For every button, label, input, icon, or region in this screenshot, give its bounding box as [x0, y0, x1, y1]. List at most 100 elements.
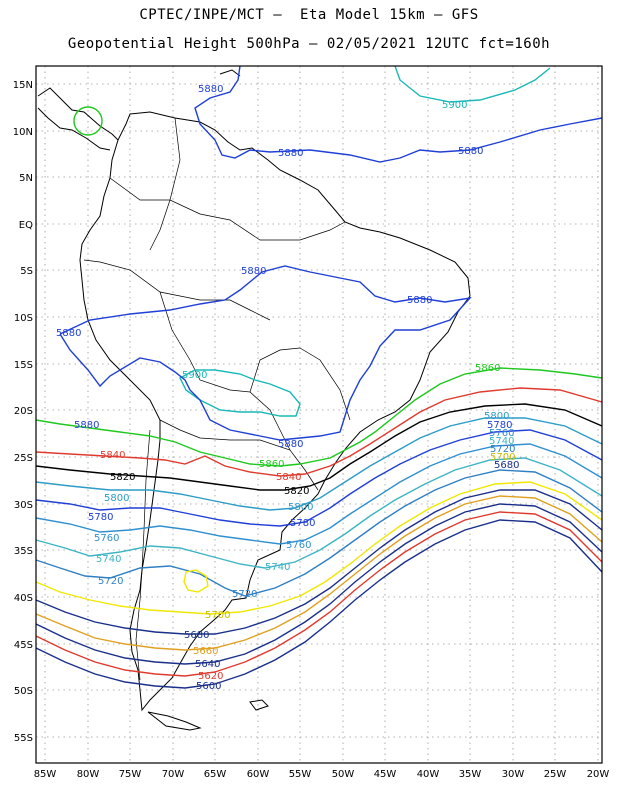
- label-5740: 5740: [96, 554, 121, 565]
- label-5700: 5700: [490, 452, 515, 463]
- lon-label: 25W: [544, 769, 567, 780]
- lon-label: 45W: [374, 769, 397, 780]
- lat-label: 25S: [14, 453, 33, 464]
- lon-label: 50W: [332, 769, 355, 780]
- label-5860: 5860: [259, 459, 284, 470]
- contour-5640: [35, 503, 603, 665]
- contour-5900-north: [394, 65, 551, 103]
- contour-5780: [35, 429, 603, 527]
- lon-label: 65W: [204, 769, 227, 780]
- lat-label: 45S: [14, 640, 33, 651]
- label-5600: 5600: [196, 681, 221, 692]
- lat-label: 15S: [14, 360, 33, 371]
- label-5880: 5880: [458, 146, 483, 157]
- label-5880: 5880: [198, 84, 223, 95]
- contour-5740: [35, 457, 603, 569]
- lon-label: 60W: [247, 769, 270, 780]
- longitude-axis: 85W 80W 75W 70W 65W 60W 55W 50W 45W 40W …: [34, 769, 610, 780]
- label-5880: 5880: [74, 420, 99, 431]
- contour-5860-caribbean: [73, 106, 103, 136]
- central-america-coastline: [37, 87, 119, 141]
- lat-label: 50S: [14, 686, 33, 697]
- label-5840: 5840: [100, 450, 125, 461]
- contour-5880-north: [194, 65, 603, 163]
- label-5680: 5680: [494, 460, 519, 471]
- lon-label: 55W: [289, 769, 312, 780]
- map-title-line-1: CPTEC/INPE/MCT – Eta Model 15km – GFS: [139, 7, 479, 23]
- contour-5600: [35, 519, 603, 689]
- caribbean-island: [219, 69, 241, 77]
- label-5720: 5720: [490, 444, 515, 455]
- contour-5880-central: [59, 265, 472, 441]
- lon-label: 40W: [417, 769, 440, 780]
- contour-5720: [35, 469, 603, 597]
- label-5820: 5820: [110, 472, 135, 483]
- label-5800: 5800: [288, 502, 313, 513]
- lon-label: 70W: [162, 769, 185, 780]
- lat-label: 30S: [14, 500, 33, 511]
- grid-lines: [36, 66, 602, 763]
- lon-label: 80W: [77, 769, 100, 780]
- contour-5660: [35, 495, 603, 651]
- label-5620: 5620: [198, 671, 223, 682]
- contour-5860: [35, 367, 603, 467]
- contour-5620: [35, 511, 603, 677]
- lat-label: 55S: [14, 733, 33, 744]
- contour-5700: [35, 481, 603, 615]
- contour-5760: [35, 443, 603, 545]
- label-5720: 5720: [98, 576, 123, 587]
- label-5700: 5700: [205, 610, 230, 621]
- lon-label: 30W: [502, 769, 525, 780]
- label-5800: 5800: [104, 493, 129, 504]
- lat-label: 35S: [14, 546, 33, 557]
- label-5660: 5660: [193, 646, 218, 657]
- tierra-del-fuego: [147, 711, 202, 731]
- label-5640: 5640: [195, 659, 220, 670]
- central-america-coastline-south: [37, 107, 111, 151]
- contour-5680: [35, 489, 603, 635]
- label-5760: 5760: [286, 540, 311, 551]
- label-5880: 5880: [241, 266, 266, 277]
- south-america-coastline: [79, 111, 471, 712]
- label-5800: 5800: [484, 411, 509, 422]
- lat-label: 20S: [14, 406, 33, 417]
- label-5820: 5820: [284, 486, 309, 497]
- lon-label: 75W: [119, 769, 142, 780]
- contour-5700-island: [183, 569, 209, 593]
- lat-label: 15N: [13, 80, 33, 91]
- label-5900: 5900: [182, 370, 207, 381]
- lat-label: 40S: [14, 593, 33, 604]
- label-5880: 5880: [278, 148, 303, 159]
- contour-5800: [35, 417, 603, 511]
- lat-label: 5N: [19, 173, 33, 184]
- lat-label: 10N: [13, 127, 33, 138]
- label-5720: 5720: [232, 589, 257, 600]
- label-5880: 5880: [56, 328, 81, 339]
- country-borders: [83, 117, 351, 681]
- label-5780: 5780: [290, 518, 315, 529]
- falkland-islands: [249, 699, 269, 711]
- label-5760: 5760: [489, 428, 514, 439]
- label-5860: 5860: [475, 363, 500, 374]
- lon-label: 20W: [587, 769, 610, 780]
- label-5740: 5740: [265, 562, 290, 573]
- contour-5900-inland: [179, 369, 301, 417]
- contour-5840: [35, 387, 603, 477]
- latitude-axis: 15N 10N 5N EQ 5S 10S 15S 20S 25S 30S 35S…: [13, 80, 33, 744]
- coastlines: [37, 69, 471, 731]
- label-5840: 5840: [276, 472, 301, 483]
- map-title-line-2: Geopotential Height 500hPa – 02/05/2021 …: [67, 36, 551, 52]
- label-5880: 5880: [407, 295, 432, 306]
- label-5780: 5780: [88, 512, 113, 523]
- contours: [35, 65, 603, 689]
- label-5680: 5680: [184, 630, 209, 641]
- lat-label: 5S: [20, 266, 33, 277]
- label-5880: 5880: [278, 439, 303, 450]
- label-5900: 5900: [442, 100, 467, 111]
- lon-label: 85W: [34, 769, 57, 780]
- contour-5820: [35, 403, 603, 491]
- map-frame: [35, 65, 603, 764]
- label-5740: 5740: [489, 436, 514, 447]
- lon-label: 35W: [459, 769, 482, 780]
- lat-label: 10S: [14, 313, 33, 324]
